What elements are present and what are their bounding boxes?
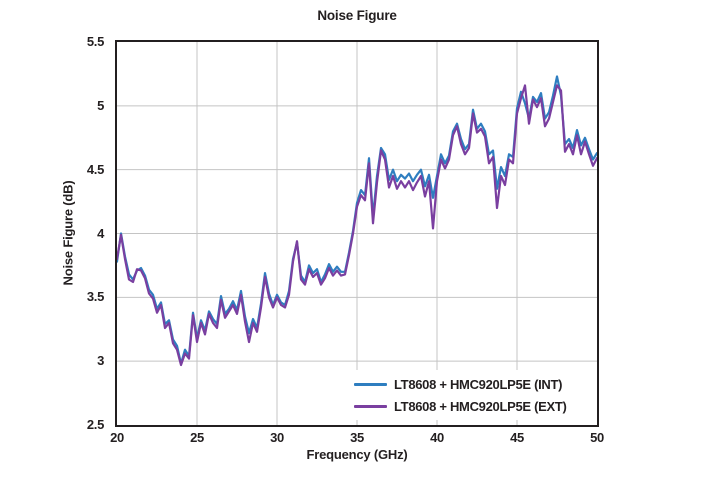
chart-title: Noise Figure [317,8,397,23]
plot-area: LT8608 + HMC920LP5E (INT) LT8608 + HMC92… [115,40,599,427]
plot-canvas [117,42,597,425]
x-tick-label: 25 [190,430,204,445]
y-tick-label: 4 [97,225,104,241]
x-tick-label: 30 [270,430,284,445]
series-line-ext [117,84,597,367]
y-tick-label: 3.5 [86,289,104,305]
legend-line-sample-ext [354,404,387,408]
y-tick-label: 5 [97,97,104,113]
x-tick-label: 35 [350,430,364,445]
y-tick-label: 2.5 [86,417,104,432]
x-tick-label: 50 [590,430,604,445]
legend-item-ext: LT8608 + HMC920LP5E (EXT) [354,395,594,417]
x-tick-label: 45 [510,430,524,445]
legend-item-int: LT8608 + HMC920LP5E (INT) [354,373,594,395]
x-tick-label: 20 [110,430,124,445]
legend: LT8608 + HMC920LP5E (INT) LT8608 + HMC92… [344,370,594,420]
y-tick-label: 5.5 [86,34,104,49]
legend-line-sample-int [354,382,387,386]
legend-label-ext: LT8608 + HMC920LP5E (EXT) [394,398,567,414]
legend-label-int: LT8608 + HMC920LP5E (INT) [394,376,563,392]
y-tick-label: 3 [97,353,104,369]
x-axis-label: Frequency (GHz) [306,447,408,462]
y-tick-label: 4.5 [86,161,104,177]
x-tick-label: 40 [430,430,444,445]
